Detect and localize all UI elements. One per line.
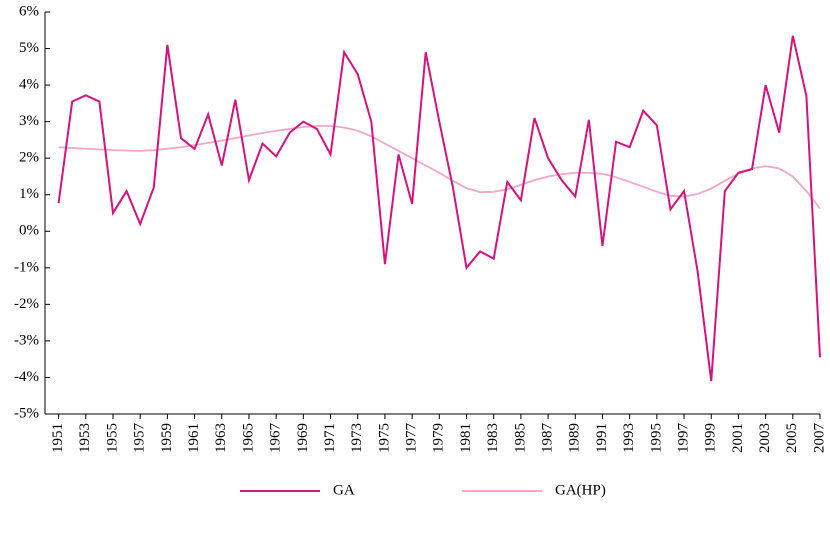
x-tick-label: 2003: [757, 423, 773, 453]
y-tick-label: 1%: [19, 186, 39, 202]
x-tick-label: 1995: [648, 423, 664, 453]
y-tick-label: 2%: [19, 150, 39, 166]
x-tick-label: 1957: [132, 423, 148, 454]
x-tick-label: 1971: [322, 423, 338, 453]
x-tick-label: 1977: [404, 423, 420, 454]
series-line: [57, 35, 821, 382]
series-line: [58, 125, 821, 210]
y-tick-label: -5%: [14, 405, 39, 421]
legend-label: GA: [333, 482, 355, 498]
y-tick-label: -3%: [14, 332, 39, 348]
x-tick-label: 2005: [784, 423, 800, 453]
x-tick-label: 1999: [703, 423, 719, 453]
x-tick-label: 1959: [159, 423, 175, 453]
y-tick-label: 3%: [19, 113, 39, 129]
x-tick-label: 1985: [512, 423, 528, 453]
x-tick-label: 1963: [213, 423, 229, 453]
x-tick-label: 2007: [811, 423, 827, 454]
x-tick-label: 1973: [349, 423, 365, 453]
y-tick-label: 6%: [19, 3, 39, 19]
x-tick-label: 1991: [594, 423, 610, 453]
x-tick-label: 1969: [295, 423, 311, 453]
x-tick-label: 1987: [540, 423, 556, 454]
x-tick-label: 1989: [567, 423, 583, 453]
x-tick-label: 1955: [104, 423, 120, 453]
y-tick-label: 5%: [19, 40, 39, 56]
x-tick-label: 1961: [186, 423, 202, 453]
x-tick-label: 1965: [240, 423, 256, 453]
x-tick-label: 1953: [77, 423, 93, 453]
y-tick-label: 4%: [19, 77, 39, 93]
x-tick-label: 2001: [730, 423, 746, 453]
y-tick-label: -4%: [14, 369, 39, 385]
x-tick-label: 1983: [485, 423, 501, 453]
x-tick-label: 1981: [458, 423, 474, 453]
x-tick-label: 1997: [675, 423, 691, 454]
x-tick-label: 1993: [621, 423, 637, 453]
x-tick-label: 1967: [268, 423, 284, 454]
y-tick-label: -1%: [14, 259, 39, 275]
y-tick-label: -2%: [14, 296, 39, 312]
x-tick-label: 1975: [376, 423, 392, 453]
x-tick-label: 1951: [50, 423, 66, 453]
x-tick-label: 1979: [431, 423, 447, 453]
legend-label: GA(HP): [555, 482, 606, 498]
y-tick-label: 0%: [19, 223, 39, 239]
